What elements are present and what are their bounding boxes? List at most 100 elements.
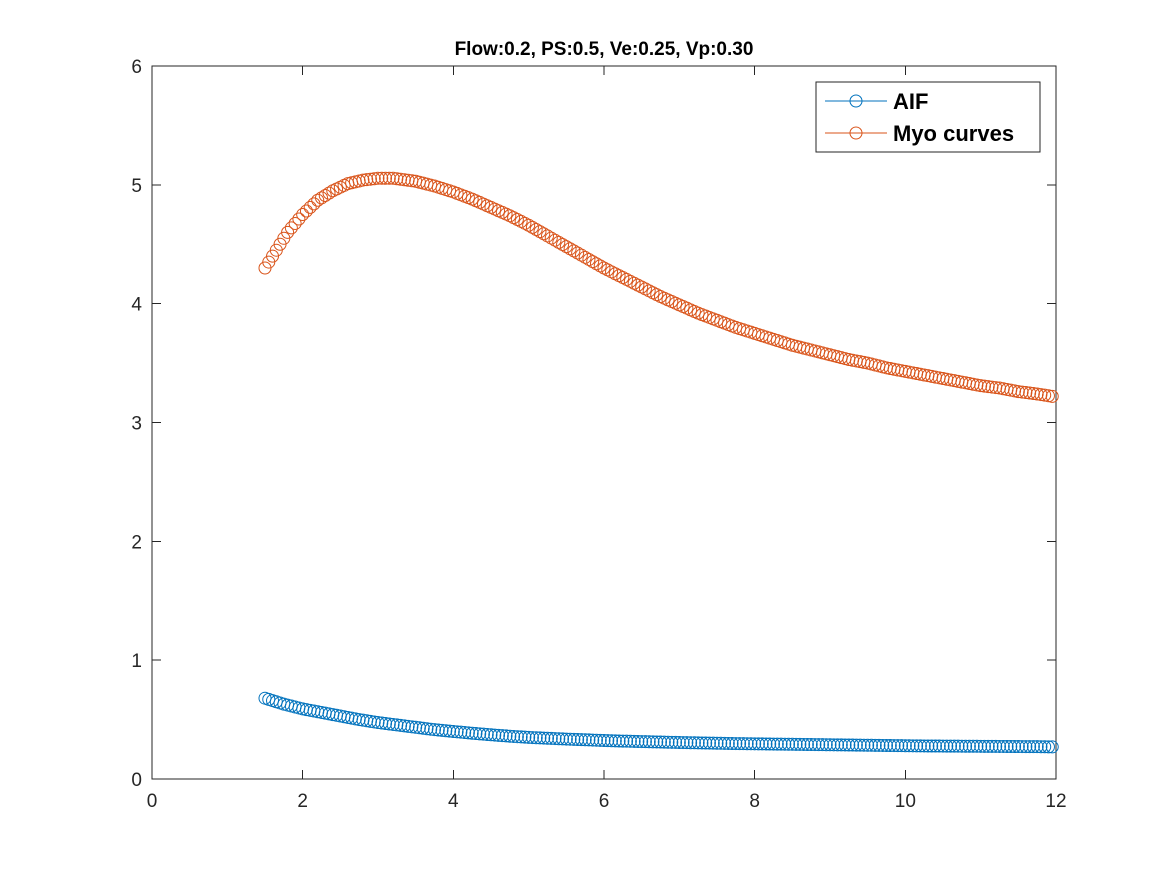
data-point: [1011, 385, 1025, 399]
data-point: [1004, 740, 1018, 754]
data-point: [435, 723, 449, 737]
data-point: [601, 734, 615, 748]
data-point: [394, 172, 408, 186]
data-point: [970, 739, 984, 753]
data-point: [435, 181, 449, 195]
data-point: [371, 171, 385, 185]
data-point: [714, 736, 728, 750]
data-point: [371, 716, 385, 730]
data-point: [446, 724, 460, 738]
data-point: [420, 722, 434, 736]
data-point: [303, 200, 317, 214]
data-point: [616, 734, 630, 748]
x-tick-label: 12: [1045, 791, 1066, 812]
data-point: [883, 739, 897, 753]
data-point: [507, 729, 521, 743]
data-point: [936, 739, 950, 753]
data-point: [966, 739, 980, 753]
y-tick-label: 1: [131, 651, 142, 672]
data-point: [669, 735, 683, 749]
data-point: [586, 733, 600, 747]
data-point: [846, 738, 860, 752]
data-point: [541, 229, 554, 243]
data-point: [311, 193, 325, 207]
data-point: [439, 724, 453, 738]
data-point: [917, 739, 931, 753]
data-point: [544, 731, 558, 745]
data-point: [895, 739, 909, 753]
data-point: [593, 259, 607, 273]
x-tick-label: 6: [599, 791, 610, 812]
data-point: [657, 735, 671, 749]
data-point: [910, 739, 924, 753]
chart-title: Flow:0.2, PS:0.5, Ve:0.25, Vp:0.30: [455, 39, 754, 60]
data-point: [838, 738, 852, 752]
data-point: [913, 739, 927, 753]
data-point: [1015, 740, 1029, 754]
data-point: [533, 225, 547, 239]
data-point: [397, 719, 411, 733]
data-point: [439, 183, 453, 197]
data-point: [880, 738, 893, 752]
x-tick-label: 0: [147, 791, 158, 812]
data-point: [947, 739, 961, 753]
data-point: [480, 727, 494, 741]
data-point: [627, 734, 641, 748]
data-point: [767, 737, 780, 751]
data-point: [382, 717, 396, 731]
legend-entry: AIF: [825, 89, 928, 114]
data-point: [864, 738, 878, 752]
data-point: [571, 246, 585, 260]
data-point: [382, 171, 396, 185]
data-point: [834, 738, 848, 752]
legend-label: Myo curves: [893, 121, 1014, 146]
data-point: [955, 739, 969, 753]
data-point: [390, 172, 404, 186]
data-point: [831, 738, 845, 752]
data-point: [751, 737, 765, 751]
data-point: [868, 738, 882, 752]
data-point: [431, 723, 445, 737]
data-point: [541, 731, 554, 745]
data-point: [597, 733, 611, 747]
data-point: [977, 739, 991, 753]
data-point: [556, 732, 570, 746]
data-point: [654, 735, 667, 749]
data-point: [940, 739, 954, 753]
data-point: [563, 732, 577, 746]
data-point: [921, 739, 935, 753]
data-point: [925, 739, 939, 753]
data-point: [322, 186, 336, 200]
data-point: [499, 729, 513, 743]
data-point: [431, 180, 445, 194]
data-point: [748, 737, 762, 751]
data-point: [284, 221, 298, 235]
data-point: [266, 694, 280, 708]
y-tick-label: 2: [131, 532, 142, 553]
data-point: [315, 191, 328, 205]
data-point: [556, 237, 570, 251]
data-point: [638, 735, 652, 749]
data-point: [763, 331, 777, 345]
data-point: [887, 739, 901, 753]
data-point: [450, 725, 464, 739]
data-point: [808, 738, 822, 752]
data-point: [744, 325, 758, 339]
legend-marker: [849, 94, 863, 108]
data-point: [695, 736, 709, 750]
data-point: [778, 336, 792, 350]
data-point: [661, 735, 675, 749]
data-point: [993, 739, 1006, 753]
data-point: [1026, 740, 1040, 754]
data-point: [902, 739, 916, 753]
data-point: [849, 738, 863, 752]
data-point: [1034, 740, 1048, 754]
data-point: [763, 737, 777, 751]
data-point: [729, 320, 743, 334]
data-point: [857, 738, 871, 752]
data-point: [533, 731, 547, 745]
data-point: [740, 737, 754, 751]
data-point: [981, 380, 995, 394]
data-point: [375, 716, 389, 730]
